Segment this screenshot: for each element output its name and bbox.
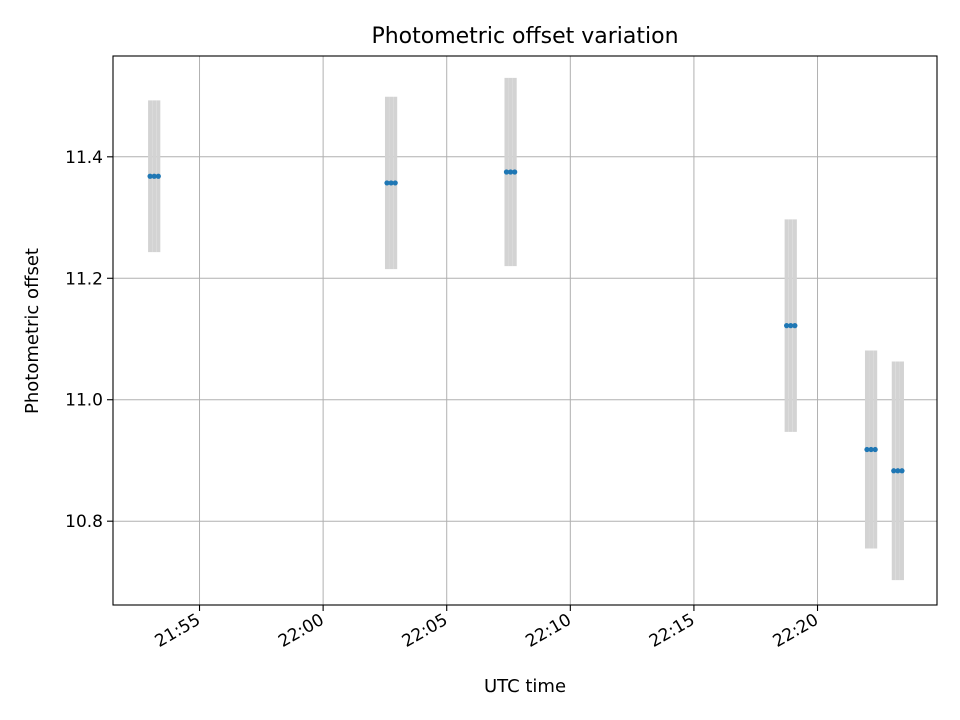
y-tick-label: 11.4 bbox=[65, 148, 103, 168]
data-point bbox=[784, 323, 790, 329]
y-axis-ticks: 10.8 11.0 11.2 11.4 bbox=[65, 148, 113, 532]
data-point bbox=[868, 446, 874, 453]
data-point bbox=[503, 169, 510, 175]
y-tick-label: 11.0 bbox=[65, 391, 103, 411]
data-point bbox=[155, 173, 161, 179]
data-point bbox=[507, 169, 514, 175]
data-point bbox=[512, 169, 518, 175]
y-axis-label: Photometric offset bbox=[22, 248, 43, 414]
y-tick-label: 10.8 bbox=[65, 512, 103, 532]
data-point bbox=[388, 180, 394, 186]
plot-area-frame bbox=[112, 55, 938, 606]
y-tick-label: 11.2 bbox=[65, 269, 103, 289]
data-point bbox=[147, 173, 153, 179]
data-points bbox=[147, 169, 905, 474]
chart-title: Photometric offset variation bbox=[371, 24, 678, 49]
data-point bbox=[895, 468, 901, 474]
data-point bbox=[384, 180, 390, 186]
data-point bbox=[151, 173, 157, 179]
data-point bbox=[864, 446, 870, 453]
grid-lines bbox=[113, 56, 937, 605]
data-point bbox=[788, 323, 794, 329]
data-point bbox=[872, 446, 878, 453]
data-point bbox=[792, 323, 798, 329]
data-point bbox=[899, 468, 905, 474]
data-point bbox=[891, 468, 897, 474]
x-axis-label: UTC time bbox=[484, 676, 566, 697]
data-point bbox=[392, 180, 398, 186]
